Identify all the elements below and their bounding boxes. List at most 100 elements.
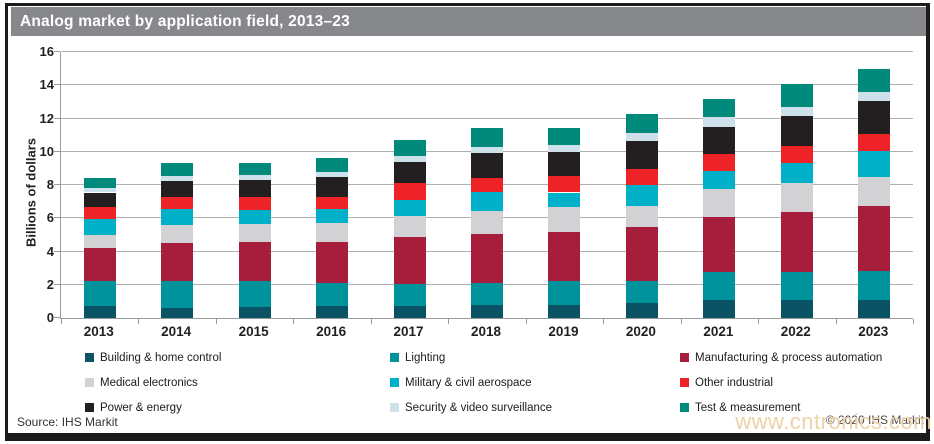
bar-segment-2019-test-measurement xyxy=(548,128,581,146)
bar-segment-2014-lighting xyxy=(161,280,194,309)
bar-segment-2017-lighting xyxy=(393,283,426,306)
bar-segment-2023-lighting xyxy=(858,270,891,300)
bar-segment-2013-medical-electronics xyxy=(83,234,116,249)
bar-segment-2013-power-energy xyxy=(83,192,116,207)
legend-item-other-industrial: Other industrial xyxy=(680,370,930,395)
legend-swatch-icon xyxy=(85,353,94,362)
bar-segment-2022-building-home-control xyxy=(780,299,813,318)
legend-item-security-video-surveillance: Security & video surveillance xyxy=(390,395,680,420)
bar-segment-2014-test-measurement xyxy=(161,162,194,176)
gridline-y-12 xyxy=(61,117,913,119)
bar-segment-2022-military-civil-aerospace xyxy=(780,162,813,184)
x-tick-7 xyxy=(603,319,605,324)
legend-item-manufacturing-process-automation: Manufacturing & process automation xyxy=(680,345,930,370)
bar-segment-2021-security-video-surveillance xyxy=(703,116,736,127)
y-tick-4 xyxy=(54,250,60,252)
x-tick-label-2017: 2017 xyxy=(393,324,424,339)
gridline-y-16 xyxy=(61,51,913,52)
x-tick-label-2018: 2018 xyxy=(470,324,502,339)
bar-segment-2016-medical-electronics xyxy=(316,223,349,242)
x-tick-label-2016: 2016 xyxy=(316,324,347,339)
bar-segment-2017-test-measurement xyxy=(393,140,426,156)
plot-area xyxy=(54,51,914,324)
bar-segment-2022-other-industrial xyxy=(780,145,813,163)
y-tick-label-2: 2 xyxy=(46,276,54,292)
bar-segment-2022-medical-electronics xyxy=(780,183,813,213)
bar-segment-2013-building-home-control xyxy=(83,306,116,318)
watermark: www.cntronics.com xyxy=(735,409,932,434)
legend-item-lighting: Lighting xyxy=(390,345,680,370)
bar-segment-2021-manufacturing-process-automation xyxy=(703,217,736,273)
x-tick-11 xyxy=(913,319,914,324)
bar-segment-2021-lighting xyxy=(703,272,736,300)
bar-segment-2022-lighting xyxy=(780,272,813,300)
legend-swatch-icon xyxy=(85,403,94,412)
bar-segment-2013-lighting xyxy=(83,280,116,307)
bar-segment-2022-security-video-surveillance xyxy=(780,106,813,117)
x-tick-2 xyxy=(215,319,217,324)
legend-item-medical-electronics: Medical electronics xyxy=(85,370,390,395)
bar-segment-2013-military-civil-aerospace xyxy=(83,219,116,235)
legend-swatch-icon xyxy=(390,353,399,362)
legend-item-military-civil-aerospace: Military & civil aerospace xyxy=(390,370,680,395)
bar-segment-2015-manufacturing-process-automation xyxy=(238,241,271,282)
bar-segment-2013-other-industrial xyxy=(83,206,116,220)
x-tick-3 xyxy=(293,319,295,324)
bar-segment-2019-security-video-surveillance xyxy=(548,145,581,152)
x-tick-label-2015: 2015 xyxy=(238,324,269,339)
legend-swatch-icon xyxy=(680,353,689,362)
y-tick-label-16: 16 xyxy=(39,44,54,59)
x-tick-label-2019: 2019 xyxy=(548,324,579,339)
bar-segment-2020-medical-electronics xyxy=(625,205,658,227)
bar-segment-2018-lighting xyxy=(471,283,503,305)
bar-segment-2015-building-home-control xyxy=(238,307,271,318)
x-tick-5 xyxy=(448,319,450,324)
bar-segment-2023-manufacturing-process-automation xyxy=(858,205,891,271)
bar-segment-2014-manufacturing-process-automation xyxy=(161,243,194,281)
bar-segment-2018-other-industrial xyxy=(471,177,503,192)
bar-segment-2021-other-industrial xyxy=(703,154,736,171)
y-tick-label-14: 14 xyxy=(39,77,54,93)
y-tick-label-0: 0 xyxy=(46,310,54,325)
legend: Building & home control Lighting Manufactu… xyxy=(85,345,930,420)
chart-title: Analog market by application field, 2013… xyxy=(11,7,926,36)
bar-segment-2019-lighting xyxy=(548,281,581,305)
bar-segment-2016-military-civil-aerospace xyxy=(316,209,349,224)
legend-label: Medical electronics xyxy=(100,376,198,389)
bar-segment-2021-test-measurement xyxy=(703,98,736,117)
bar-segment-2021-power-energy xyxy=(703,126,736,155)
bar-segment-2015-other-industrial xyxy=(238,197,271,210)
bar-segment-2018-security-video-surveillance xyxy=(471,146,503,153)
bar-segment-2018-test-measurement xyxy=(471,128,503,147)
frame-border-top xyxy=(5,3,930,6)
frame-border-right xyxy=(926,3,930,434)
bar-segment-2013-test-measurement xyxy=(83,177,116,188)
bar-segment-2015-power-energy xyxy=(238,180,271,198)
bar-segment-2016-security-video-surveillance xyxy=(316,171,349,177)
bar-segment-2020-other-industrial xyxy=(625,169,658,185)
x-tick-9 xyxy=(758,319,760,324)
bar-segment-2022-test-measurement xyxy=(780,83,813,107)
y-tick-label-12: 12 xyxy=(39,110,54,126)
bar-segment-2016-building-home-control xyxy=(316,305,349,318)
bar-segment-2023-power-energy xyxy=(858,101,891,135)
y-tick-0 xyxy=(54,317,60,318)
legend-label: Power & energy xyxy=(100,401,182,414)
x-tick-10 xyxy=(835,319,837,324)
bar-segment-2017-building-home-control xyxy=(393,305,426,318)
bar-segment-2018-building-home-control xyxy=(471,304,503,318)
x-tick-4 xyxy=(370,319,372,324)
bar-segment-2017-power-energy xyxy=(393,161,426,184)
y-tick-label-10: 10 xyxy=(39,143,54,159)
bar-segment-2017-manufacturing-process-automation xyxy=(393,237,426,284)
y-tick-label-4: 4 xyxy=(46,243,54,259)
frame-border-bottom xyxy=(5,433,930,441)
legend-swatch-icon xyxy=(85,378,94,387)
bar-segment-2014-military-civil-aerospace xyxy=(161,209,194,225)
bar-segment-2019-power-energy xyxy=(548,151,581,176)
bar-segment-2016-test-measurement xyxy=(316,157,349,172)
legend-item-building-home-control: Building & home control xyxy=(85,345,390,370)
y-tick-10 xyxy=(54,150,60,152)
bar-segment-2017-medical-electronics xyxy=(393,215,426,238)
